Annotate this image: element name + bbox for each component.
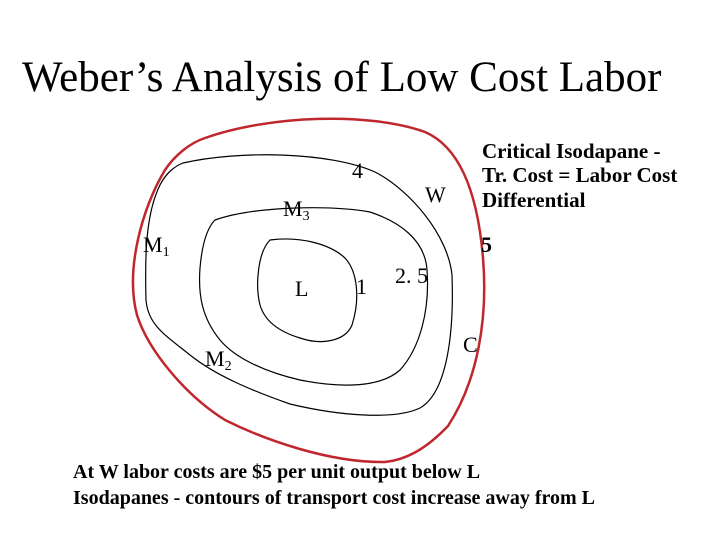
label-m2-base: M [205,346,225,371]
critical-isodapane-contour [131,117,486,464]
label-location-l: L [295,276,309,301]
label-m1: M1 [143,234,170,260]
label-isodapane-4: 4 [352,158,363,183]
label-m1-base: M [143,232,163,257]
isodapane-1-contour [257,238,358,343]
label-m3-base: M [283,196,303,221]
footer-line-2: Isodapanes - contours of transport cost … [73,486,596,509]
label-location-c: C [463,332,478,357]
isodapane-2-5-contour [198,207,429,386]
callout-line-1: Critical Isodapane - [482,139,661,163]
label-m2: M2 [205,348,232,374]
label-m3: M3 [283,198,310,224]
isodapane-4-contour [145,154,453,416]
label-location-w: W [425,182,446,207]
critical-isodapane-callout: Critical Isodapane - Tr. Cost = Labor Co… [482,139,677,212]
label-isodapane-5: 5 [481,232,492,257]
label-m1-sub: 1 [162,245,170,260]
callout-line-3: Differential [482,187,586,212]
label-isodapane-1: 1 [356,274,367,299]
slide-title: Weber’s Analysis of Low Cost Labor [22,54,662,101]
footer-line-1: At W labor costs are $5 per unit output … [73,461,481,483]
label-m2-sub: 2 [224,359,232,374]
label-m3-sub: 3 [302,209,310,224]
footer-notes: At W labor costs are $5 per unit output … [73,460,595,511]
callout-line-2: Tr. Cost = Labor Cost [482,163,678,188]
label-isodapane-2-5: 2. 5 [395,263,428,288]
